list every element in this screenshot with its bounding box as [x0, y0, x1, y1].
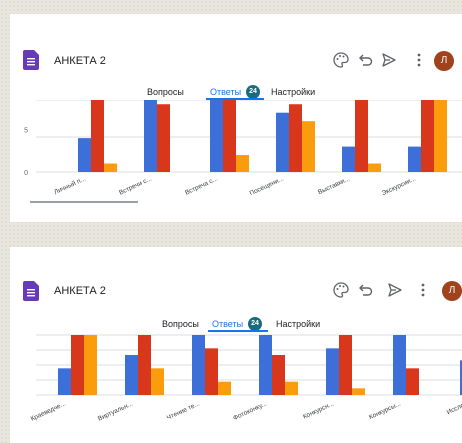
bar[interactable] [58, 368, 71, 395]
bar[interactable] [210, 100, 223, 172]
bar[interactable] [285, 381, 298, 395]
bar[interactable] [104, 163, 117, 172]
tab-settings[interactable]: Настройки [276, 319, 321, 329]
bar[interactable] [78, 138, 91, 172]
bar[interactable] [342, 146, 355, 172]
responses-count-badge: 24 [248, 317, 262, 331]
send-icon[interactable] [386, 281, 404, 299]
x-tick-label: Конкурсн... [302, 400, 335, 420]
x-tick-label: Исслед [446, 400, 462, 416]
bar[interactable] [352, 388, 365, 395]
bar[interactable] [272, 355, 285, 395]
bar[interactable] [393, 335, 406, 395]
bar[interactable] [326, 348, 339, 395]
form-title[interactable]: АНКЕТА 2 [54, 285, 106, 297]
y-tick-label: 0 [24, 170, 28, 177]
app-bar: АНКЕТА 2 Л [10, 247, 462, 309]
bar[interactable] [302, 121, 315, 172]
x-tick-label: Личный п... [53, 174, 87, 196]
palette-icon[interactable] [332, 281, 350, 299]
avatar[interactable]: Л [442, 281, 462, 301]
x-tick-label: Краеведче... [30, 400, 67, 422]
bar[interactable] [259, 335, 272, 395]
x-tick-label: Конкурсы... [368, 400, 402, 421]
form-title[interactable]: АНКЕТА 2 [54, 55, 106, 67]
x-tick-label: Виртуальн... [97, 400, 134, 422]
horizontal-scrollbar[interactable] [30, 201, 138, 203]
bar-chart-2: Краеведче... Виртуальн... Чтение те... Фото… [30, 334, 462, 423]
forms-logo-icon[interactable] [23, 281, 39, 301]
tab-questions[interactable]: Вопросы [162, 319, 199, 329]
tab-responses[interactable]: Ответы [210, 87, 242, 97]
bar[interactable] [434, 100, 447, 172]
bar[interactable] [144, 100, 157, 172]
x-tick-label: Посещени... [249, 175, 285, 197]
forms-logo-icon[interactable] [23, 50, 39, 70]
forms-window-top: АНКЕТА 2 Л Вопросы Ответы 24 Настройки 0… [10, 14, 462, 222]
active-tab-indicator [206, 98, 264, 100]
bar[interactable] [125, 355, 138, 395]
x-tick-label: Встречи с... [118, 175, 153, 196]
bar[interactable] [406, 368, 419, 395]
bar[interactable] [276, 112, 289, 172]
forms-window-bottom: АНКЕТА 2 Л Вопросы Ответы 24 Настройки К… [10, 247, 462, 443]
bar[interactable] [408, 146, 421, 172]
x-tick-label: Выставки... [317, 175, 351, 196]
bar[interactable] [192, 335, 205, 395]
more-vert-icon[interactable] [414, 281, 432, 299]
bar[interactable] [289, 104, 302, 172]
bar[interactable] [368, 163, 381, 172]
bar[interactable] [355, 100, 368, 172]
x-tick-label: Экскурсии... [381, 175, 417, 197]
bar[interactable] [84, 335, 97, 395]
bar[interactable] [339, 335, 352, 395]
bar[interactable] [151, 368, 164, 395]
bar[interactable] [223, 100, 236, 172]
bar[interactable] [218, 381, 231, 395]
bar[interactable] [236, 155, 249, 172]
bar[interactable] [91, 100, 104, 172]
bar[interactable] [205, 348, 218, 395]
active-tab-indicator [208, 330, 268, 332]
x-tick-label: Фотоконку... [232, 400, 268, 422]
bar[interactable] [71, 335, 84, 395]
palette-icon[interactable] [332, 51, 350, 69]
y-tick-label: 5 [24, 128, 28, 135]
bar[interactable] [421, 100, 434, 172]
avatar[interactable]: Л [434, 51, 454, 71]
responses-count-badge: 24 [246, 85, 260, 99]
tab-questions[interactable]: Вопросы [147, 87, 184, 97]
x-tick-label: Чтение те... [166, 400, 201, 421]
more-vert-icon[interactable] [410, 51, 428, 69]
tab-settings[interactable]: Настройки [271, 87, 316, 97]
undo-icon[interactable] [356, 51, 374, 69]
app-bar: АНКЕТА 2 Л [10, 14, 462, 76]
x-tick-label: Встреча с... [184, 175, 219, 196]
tab-responses[interactable]: Ответы [212, 319, 244, 329]
bar-chart-1: 0 5 Личный п... Встречи с... Встреча с... Пос… [24, 100, 462, 197]
send-icon[interactable] [380, 51, 398, 69]
bar[interactable] [460, 360, 462, 395]
bar[interactable] [138, 335, 151, 395]
bar[interactable] [157, 104, 170, 172]
undo-icon[interactable] [356, 281, 374, 299]
